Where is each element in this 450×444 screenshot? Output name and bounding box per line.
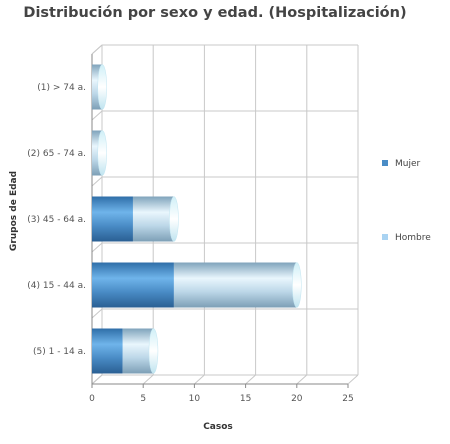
y-side-line-4 bbox=[91, 308, 103, 319]
legend-swatch-0 bbox=[382, 160, 388, 166]
bar-0-3 bbox=[92, 262, 174, 308]
y-side-line-3 bbox=[91, 242, 103, 253]
bar-0-4 bbox=[92, 328, 123, 374]
y-side-line-1 bbox=[91, 110, 103, 121]
y-tick-label-2: (3) 45 - 64 a. bbox=[27, 215, 86, 225]
x-tick-label-1: 5 bbox=[140, 394, 146, 404]
x-floor-line-4 bbox=[296, 374, 308, 385]
y-tick-label-4: (5) 1 - 14 a. bbox=[33, 347, 86, 357]
x-floor-line-5 bbox=[347, 374, 359, 385]
y-tick-label-0: (1) > 74 a. bbox=[37, 83, 86, 93]
bar-1-4 bbox=[122, 328, 154, 374]
x-tick-label-3: 15 bbox=[240, 394, 251, 404]
y-axis-title: Grupos de Edad bbox=[9, 171, 19, 251]
y-side-line-0 bbox=[91, 44, 103, 55]
bar-1-1 bbox=[92, 130, 103, 176]
x-tick-label-0: 0 bbox=[89, 394, 95, 404]
bar-cap-2 bbox=[169, 196, 179, 242]
y-side-line-5 bbox=[91, 374, 103, 385]
x-tick-label-2: 10 bbox=[189, 394, 201, 404]
y-side-line-2 bbox=[91, 176, 103, 187]
bar-1-3 bbox=[173, 262, 297, 308]
chart-title: Distribución por sexo y edad. (Hospitali… bbox=[23, 5, 407, 21]
y-tick-label-3: (4) 15 - 44 a. bbox=[27, 281, 86, 291]
y-tick-label-1: (2) 65 - 74 a. bbox=[27, 149, 86, 159]
bar-cap-1 bbox=[97, 130, 107, 176]
x-floor-line-1 bbox=[142, 374, 154, 385]
bar-1-0 bbox=[92, 64, 103, 110]
bar-0-2 bbox=[92, 196, 133, 242]
bar-cap-0 bbox=[97, 64, 107, 110]
x-floor-line-3 bbox=[245, 374, 256, 385]
legend-swatch-1 bbox=[382, 234, 388, 240]
x-axis-title: Casos bbox=[203, 422, 233, 432]
legend-label-0: Mujer bbox=[395, 159, 421, 169]
bar-cap-3 bbox=[292, 262, 302, 308]
x-floor-line-2 bbox=[194, 374, 205, 385]
bar-cap-4 bbox=[148, 328, 159, 374]
legend-label-1: Hombre bbox=[395, 233, 431, 243]
bar-1-2 bbox=[132, 196, 174, 242]
x-tick-label-4: 20 bbox=[291, 394, 303, 404]
x-tick-label-5: 25 bbox=[342, 394, 353, 404]
